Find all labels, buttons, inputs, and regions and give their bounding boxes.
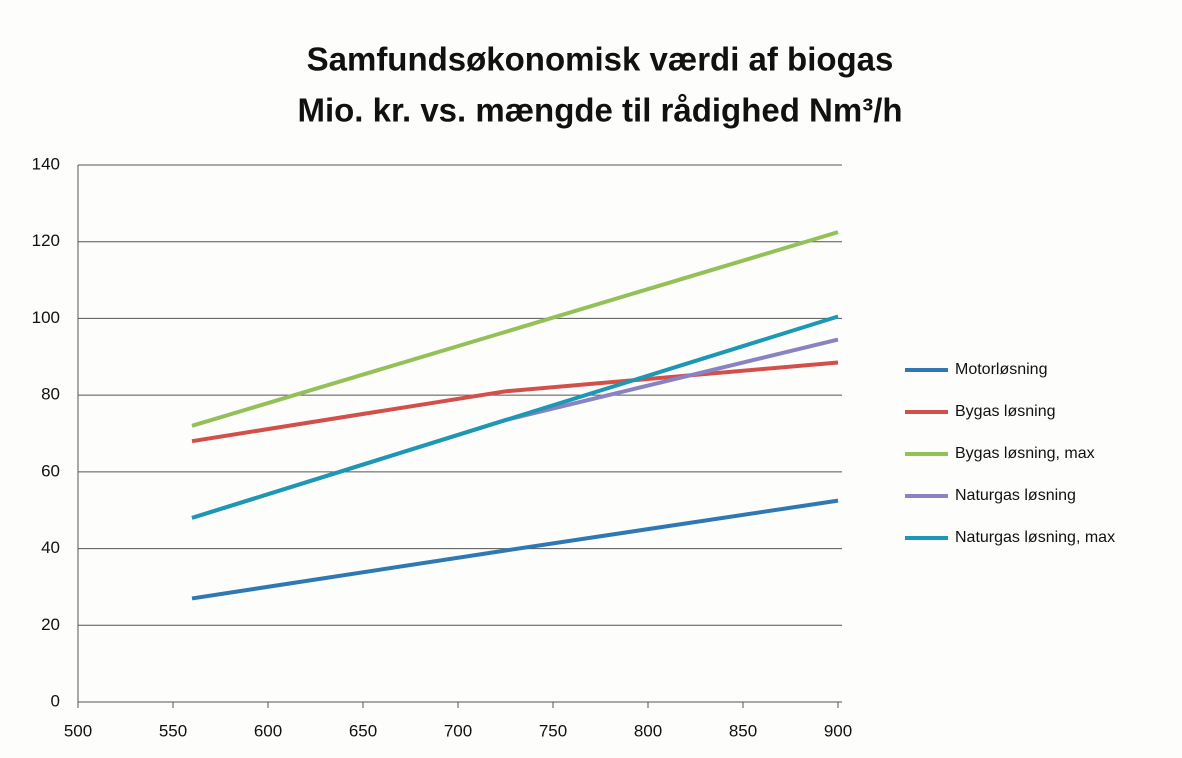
y-tick-label: 40 [41, 538, 60, 557]
legend-label: Bygas løsning [955, 403, 1056, 420]
x-tick-label: 700 [444, 721, 472, 740]
y-tick-label: 100 [32, 308, 60, 327]
x-tick-label: 850 [729, 721, 757, 740]
legend-label: Motorløsning [955, 361, 1047, 378]
series-line [191, 230, 839, 428]
legend-label: Naturgas løsning [955, 487, 1076, 504]
y-tick-label: 0 [51, 691, 60, 710]
chart-subtitle: Mio. kr. vs. mængde til rådighed Nm³/h [297, 92, 902, 129]
legend-label: Naturgas løsning, max [955, 529, 1115, 546]
series-line [191, 360, 839, 444]
series-line [191, 498, 839, 601]
y-tick-label: 20 [41, 615, 60, 634]
x-tick-label: 800 [634, 721, 662, 740]
x-tick-label: 500 [64, 721, 92, 740]
series-line [191, 314, 839, 520]
y-tick-label: 60 [41, 461, 60, 480]
x-tick-label: 600 [254, 721, 282, 740]
chart-title: Samfundsøkonomisk værdi af biogas [307, 41, 894, 78]
y-tick-label: 140 [32, 154, 60, 173]
x-tick-label: 550 [159, 721, 187, 740]
x-tick-label: 650 [349, 721, 377, 740]
y-tick-label: 80 [41, 385, 60, 404]
x-tick-label: 750 [539, 721, 567, 740]
x-tick-label: 900 [824, 721, 852, 740]
y-tick-label: 120 [32, 231, 60, 250]
legend-label: Bygas løsning, max [955, 445, 1095, 462]
